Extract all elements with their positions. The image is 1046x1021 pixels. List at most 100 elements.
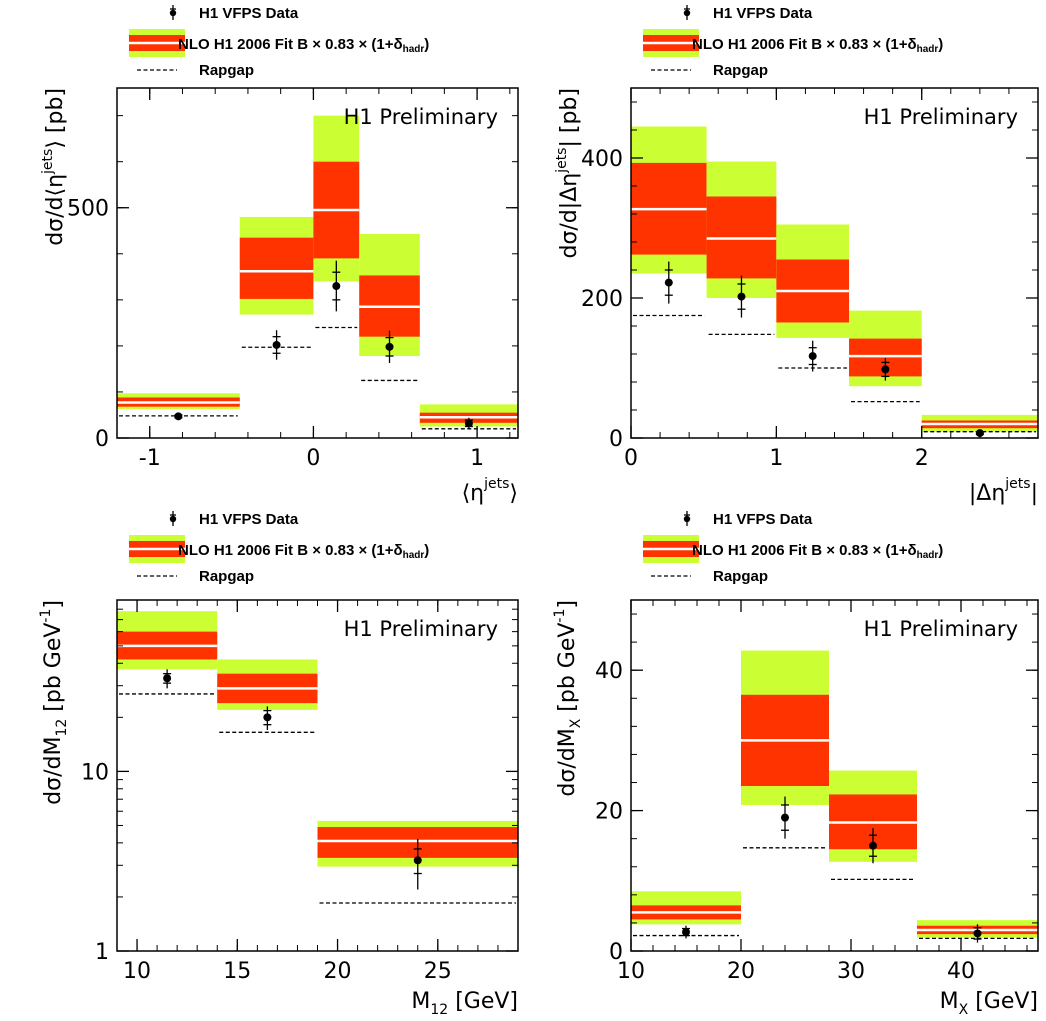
plot-frame [630,599,1039,952]
y-axis-title-main: dσ/d [43,197,68,246]
legend-nlo-main: NLO H1 2006 Fit B × 0.83 × (1+δ [178,542,403,559]
y-axis-title-right: | [pb] [557,88,582,148]
y-axis-title-left: |Δη [557,173,582,209]
legend-data-label: H1 VFPS Data [199,511,299,528]
y-axis-title-sub: 12 [54,719,70,737]
data-point-bin-3 [385,342,394,351]
y-axis-title-main: dσ/d [557,209,582,258]
y-axis-title-close: ] [41,600,66,609]
legend-nlo-main: NLO H1 2006 Fit B × 0.83 × (1+δ [692,36,917,53]
y-tick-label: 500 [67,197,109,222]
x-axis-title-sub: 12 [430,1002,448,1018]
y-tick-label: 400 [581,147,623,172]
y-axis-title-sup: -1 [38,609,54,623]
pdf-band-bin-1 [239,237,314,299]
data-point-bin-0 [664,278,673,287]
legend-rapgap-label: Rapgap [199,62,254,79]
legend-data-marker [683,515,691,523]
y-axis-title-left: ⟨η [43,174,68,197]
legend-nlo-sub: hadr [403,550,425,561]
x-tick-label: 20 [727,959,755,984]
x-tick-label: -1 [139,446,161,471]
data-point-bin-0 [174,412,183,421]
y-axis-title-sup: jets [40,149,56,175]
data-point-bin-1 [737,292,746,301]
x-tick-label: 0 [624,446,638,471]
data-point-bin-3 [973,929,982,938]
annotation-label: H1 Preliminary [344,105,498,129]
legend-data-marker [169,9,177,17]
legend: H1 VFPS Data NLO H1 2006 Fit B × 0.83 × (… [643,511,943,585]
plot-area [117,611,518,904]
data-point-bin-2 [413,856,422,865]
x-tick-label: 20 [324,959,352,984]
x-axis-title: M12 [GeV] [411,989,518,1018]
legend-nlo-label: NLO H1 2006 Fit B × 0.83 × (1+δhadr) [692,36,943,55]
x-axis-title-sup: jets [1004,476,1030,492]
x-tick-label: 25 [424,959,452,984]
x-tick-label: 15 [223,959,251,984]
y-axis-title-sup: jets [554,148,570,174]
legend: H1 VFPS Data NLO H1 2006 Fit B × 0.83 × (… [129,511,429,585]
x-tick-label: 40 [947,959,975,984]
data-point-bin-1 [272,340,281,349]
y-axis-title: dσ/dM12 [pb GeV-1] [38,600,70,805]
legend: H1 VFPS Data NLO H1 2006 Fit B × 0.83 × (… [129,5,429,79]
x-axis-title-main: M [411,989,430,1014]
plot-area [631,650,1038,943]
y-tick-label: 0 [95,427,109,452]
y-tick-label: 0 [609,940,623,965]
data-point-bin-0 [163,674,172,683]
data-point-bin-1 [781,813,789,822]
y-tick-label: 10 [81,760,109,785]
annotation-label: H1 Preliminary [864,105,1018,129]
y-axis-title-main: dσ/dM [555,728,580,796]
x-axis-title-right: ⟩ [509,481,518,506]
y-axis-title-tail: [pb GeV [555,623,580,719]
legend-nlo-close: ) [424,542,429,559]
x-tick-label: 30 [837,959,865,984]
x-tick-label: 10 [123,959,151,984]
y-axis-title-close: ] [555,600,580,609]
x-axis-title-tail: [GeV] [968,989,1038,1014]
legend-nlo-sub: hadr [403,44,425,55]
panel-delta-eta: H1 VFPS Data NLO H1 2006 Fit B × 0.83 × (… [554,5,1039,506]
axis-ticks [630,88,1039,439]
axis-ticks [116,88,518,439]
legend-rapgap-label: Rapgap [199,568,254,585]
legend-nlo-main: NLO H1 2006 Fit B × 0.83 × (1+δ [692,542,917,559]
legend-data-label: H1 VFPS Data [713,511,813,528]
data-point-bin-0 [682,928,690,937]
y-axis-title-sub: X [568,718,584,728]
legend-nlo-main: NLO H1 2006 Fit B × 0.83 × (1+δ [178,36,403,53]
x-axis-title-right: | [1031,481,1038,506]
x-tick-label: 1 [769,446,783,471]
legend-rapgap-label: Rapgap [713,568,768,585]
legend-nlo-sub: hadr [917,44,939,55]
x-tick-label: 0 [306,446,320,471]
x-axis-title: MX [GeV] [940,989,1038,1018]
x-axis-title-sup: jets [483,476,509,492]
data-point-bin-2 [869,841,877,850]
data-point-bin-3 [881,365,890,374]
legend-nlo-close: ) [938,36,943,53]
panel-mx: H1 VFPS Data NLO H1 2006 Fit B × 0.83 × (… [552,511,1039,1018]
plot-area [631,126,1038,438]
x-tick-label: 2 [915,446,929,471]
y-tick-label: 0 [609,427,623,452]
data-point-bin-2 [808,352,817,361]
legend-nlo-label: NLO H1 2006 Fit B × 0.83 × (1+δhadr) [178,542,429,561]
legend-rapgap-label: Rapgap [713,62,768,79]
x-axis-title: |Δηjets| [969,476,1038,506]
data-point-bin-2 [332,282,341,291]
x-axis-title-tail: [GeV] [448,989,518,1014]
annotation-label: H1 Preliminary [864,617,1018,641]
data-point-bin-4 [464,419,473,428]
y-tick-label: 200 [581,287,623,312]
y-tick-label: 40 [595,659,623,684]
y-axis-title-sup: -1 [552,609,568,623]
panel-m12: H1 VFPS Data NLO H1 2006 Fit B × 0.83 × (… [38,511,519,1018]
y-tick-label: 1 [95,940,109,965]
axis-ticks [630,600,1038,952]
